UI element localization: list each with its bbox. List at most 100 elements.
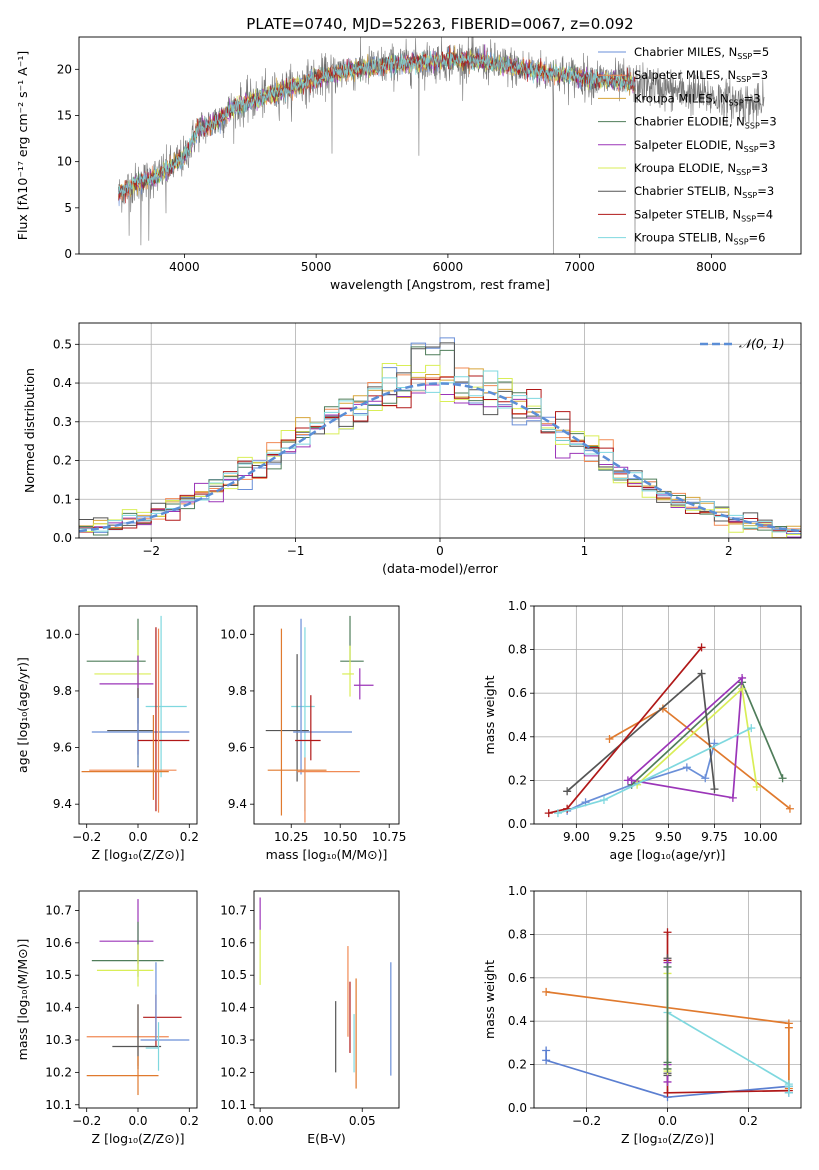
- weight-marker: [605, 734, 614, 743]
- weight-line: [557, 727, 752, 814]
- x-tick-label: 2: [725, 544, 733, 558]
- weight-marker: [738, 673, 747, 682]
- errorbar-point: [143, 994, 182, 1047]
- errorbar-point: [107, 688, 154, 768]
- plot-area: [86, 899, 190, 1096]
- weight-marker: [697, 643, 706, 652]
- weight-marker: [752, 782, 761, 791]
- errorbar-point: [265, 654, 309, 782]
- legend-text: Salpeter ELODIE, N: [634, 138, 744, 152]
- x-tick-label: −2: [142, 544, 160, 558]
- plot-area: [118, 37, 765, 254]
- x-axis-label: E(B-V): [307, 1131, 346, 1146]
- weight-marker: [623, 776, 632, 785]
- x-axis-label: Z [log₁₀(Z/Z⊙)]: [621, 1131, 714, 1146]
- y-tick-label: 0.0: [53, 531, 72, 545]
- x-tick-label: 8000: [696, 260, 727, 274]
- legend-sub: SSP: [737, 52, 752, 61]
- legend-entry: 𝒩(0, 1): [739, 336, 785, 351]
- model-spectrum-line: [118, 50, 636, 197]
- legend-sub: SSP: [736, 168, 751, 177]
- weight-series: [553, 724, 756, 818]
- x-tick-label: 5000: [301, 260, 332, 274]
- plot-area: [534, 891, 801, 1108]
- x-tick-label: 10.25: [274, 830, 308, 844]
- x-tick-label: 0.0: [658, 1114, 677, 1128]
- y-tick-label: 0.0: [508, 1101, 527, 1115]
- panel-age_vs_Z: −0.2 0.0 0.2 9.4 9.6 9.8 10.0 Z [log₁₀(Z/Z⊙)] ag…: [15, 605, 199, 862]
- panel-age_vs_mass: 10.25 10.50 10.75 9.4 9.6 9.8 10.0 mass [log₁₀(…: [220, 605, 406, 862]
- weight-marker: [701, 774, 710, 783]
- x-tick-label: 10.50: [323, 830, 357, 844]
- errorbar-point: [145, 615, 187, 778]
- x-tick-label: 0.2: [739, 1114, 758, 1128]
- errorbar-point: [94, 639, 151, 765]
- y-tick-label: 10.3: [45, 1033, 72, 1047]
- weight-marker: [663, 1064, 672, 1073]
- legend-entry: Kroupa STELIB, NSSP=6: [634, 231, 765, 247]
- y-tick-label: 5: [64, 201, 72, 215]
- weight-marker: [599, 796, 608, 805]
- weight-marker: [563, 787, 572, 796]
- legend-suffix: =3: [759, 138, 776, 152]
- plot-area: [265, 615, 374, 823]
- errorbar-point: [267, 628, 327, 816]
- errorbar-point: [99, 655, 154, 755]
- panel-residuals: −2 −1 0 1 2 0.0 0.1 0.2 0.3 0.4 0.5 (data-model)/er…: [22, 322, 802, 576]
- weight-marker: [784, 1088, 793, 1097]
- y-tick-label: 10.4: [220, 1001, 247, 1015]
- weight-marker: [542, 1056, 551, 1065]
- legend-sub: SSP: [736, 75, 751, 84]
- y-tick-label: 20: [57, 62, 72, 76]
- weight-marker: [785, 804, 794, 813]
- model-spectrum-line: [118, 45, 636, 204]
- x-tick-label: 0.2: [180, 1114, 199, 1128]
- y-tick-label: 10.2: [220, 1065, 247, 1079]
- legend-text: Salpeter MILES, N: [634, 68, 736, 82]
- y-tick-label: 0.6: [508, 971, 527, 985]
- legend-entry: Salpeter ELODIE, NSSP=3: [634, 138, 776, 154]
- legend-sub: SSP: [729, 98, 744, 107]
- panel-mass_vs_ebv: 0.00 0.05 10.1 10.2 10.3 10.4 10.5 10.6 10.7 E(B-…: [220, 890, 400, 1146]
- y-tick-label: 10.1: [45, 1098, 72, 1112]
- legend-entry: Chabrier STELIB, NSSP=3: [634, 184, 774, 200]
- x-tick-label: 0.0: [128, 1114, 147, 1128]
- x-tick-label: 0.00: [247, 1114, 274, 1128]
- legend-entry: Chabrier MILES, NSSP=5: [634, 45, 769, 61]
- panel-spectrum: 4000 5000 6000 7000 8000 0 5 10 15 20 wavelength […: [15, 36, 802, 292]
- weight-marker: [778, 774, 787, 783]
- errorbar-point: [295, 695, 321, 761]
- weight-marker: [542, 987, 551, 996]
- x-tick-label: 9.25: [609, 830, 636, 844]
- y-tick-label: 9.4: [228, 797, 247, 811]
- legend-suffix: =5: [752, 45, 769, 59]
- errorbar-point: [91, 921, 164, 977]
- x-axis-label: mass [log₁₀(M/M⊙)]: [266, 847, 388, 862]
- weight-marker: [710, 785, 719, 794]
- legend-text: Chabrier ELODIE, N: [634, 115, 745, 129]
- weight-marker: [784, 1023, 793, 1032]
- plot-area: [259, 897, 392, 1089]
- y-tick-label: 9.8: [228, 684, 247, 698]
- errorbar-point: [140, 962, 190, 1041]
- y-tick-label: 0.2: [508, 773, 527, 787]
- axes-frame: [253, 890, 400, 1109]
- errorbar-point: [96, 944, 154, 987]
- y-tick-label: 0.0: [508, 817, 527, 831]
- y-tick-label: 0.2: [53, 454, 72, 468]
- weight-marker: [747, 724, 756, 733]
- weight-line: [566, 743, 716, 812]
- weight-line: [627, 675, 744, 799]
- residual-histogram: [79, 375, 801, 532]
- y-tick-label: 0: [64, 247, 72, 261]
- plot-area: [81, 615, 190, 813]
- y-tick-label: 10: [57, 155, 72, 169]
- y-tick-label: 9.4: [53, 797, 72, 811]
- x-tick-label: 9.00: [563, 830, 590, 844]
- residual-histogram: [79, 370, 801, 533]
- weight-series: [563, 669, 719, 796]
- x-axis-label: Z [log₁₀(Z/Z⊙)]: [92, 847, 185, 862]
- weight-line: [667, 1011, 790, 1093]
- x-tick-label: 9.50: [655, 830, 682, 844]
